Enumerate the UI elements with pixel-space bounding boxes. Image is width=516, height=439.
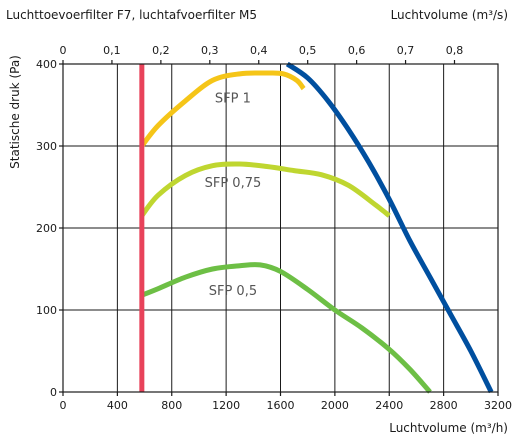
plot-frame [62,63,499,393]
x-tick-label: 2400 [375,399,403,412]
top-axis-unit-label: Luchtvolume (m³/s) [391,8,508,22]
x-tick-label: 800 [161,399,182,412]
chart-title: Luchttoevoerfilter F7, luchtafvoerfilter… [6,8,257,22]
series-label: SFP 0,5 [209,284,257,299]
y-tick-label: 400 [36,58,57,71]
x-tick-label: 0 [60,399,67,412]
x-tick-label: 1600 [267,399,295,412]
x-tick-label: 3200 [484,399,512,412]
x2-tick-label: 0,8 [446,44,464,57]
grid [62,63,499,393]
x2-tick-label: 0,1 [103,44,121,57]
x-tick-label: 1200 [212,399,240,412]
series-label: SFP 1 [215,92,251,107]
x2-tick-label: 0,2 [152,44,170,57]
curve-labels: SFP 1 SFP 0,75 SFP 0,5 [205,92,262,300]
x2-tick-label: 0 [60,44,67,57]
y-tick-label: 0 [50,386,57,399]
axes: 0 400 800 1200 1600 2000 2400 2800 3200010020030… [36,44,512,412]
sfp-1-curve [139,70,306,148]
x2-tick-label: 0,4 [250,44,268,57]
x2-tick-label: 0,5 [299,44,317,57]
series-label: SFP 0,75 [205,176,262,191]
x-axis-label: Luchtvolume (m³/h) [389,421,508,435]
max-fan-curve [285,61,494,394]
y-tick-label: 100 [36,304,57,317]
series-group [139,61,494,394]
y-tick-label: 300 [36,140,57,153]
y-tick-label: 200 [36,222,57,235]
x2-tick-label: 0,6 [348,44,366,57]
sfp-075-curve [139,161,391,218]
y-axis-label: Statische druk (Pa) [8,55,22,169]
x2-tick-label: 0,7 [397,44,415,57]
x2-tick-label: 0,3 [201,44,219,57]
x-tick-label: 400 [107,399,128,412]
sfp-05-curve [140,262,432,394]
x-tick-label: 2000 [321,399,349,412]
x-tick-label: 2800 [430,399,458,412]
